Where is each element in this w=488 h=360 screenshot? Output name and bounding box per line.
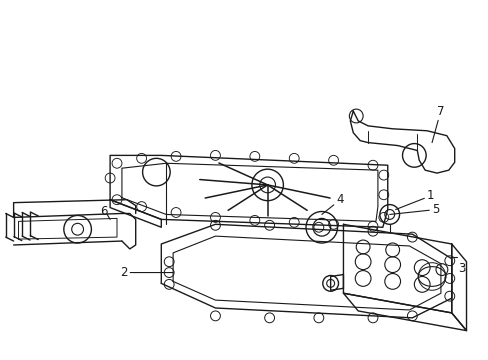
Text: 1: 1 [395, 189, 434, 210]
Text: 6: 6 [100, 205, 107, 218]
Text: 4: 4 [321, 193, 344, 215]
Text: 5: 5 [389, 203, 439, 216]
Text: 3: 3 [458, 262, 465, 275]
Text: 2: 2 [120, 266, 173, 279]
Text: 7: 7 [431, 105, 444, 143]
